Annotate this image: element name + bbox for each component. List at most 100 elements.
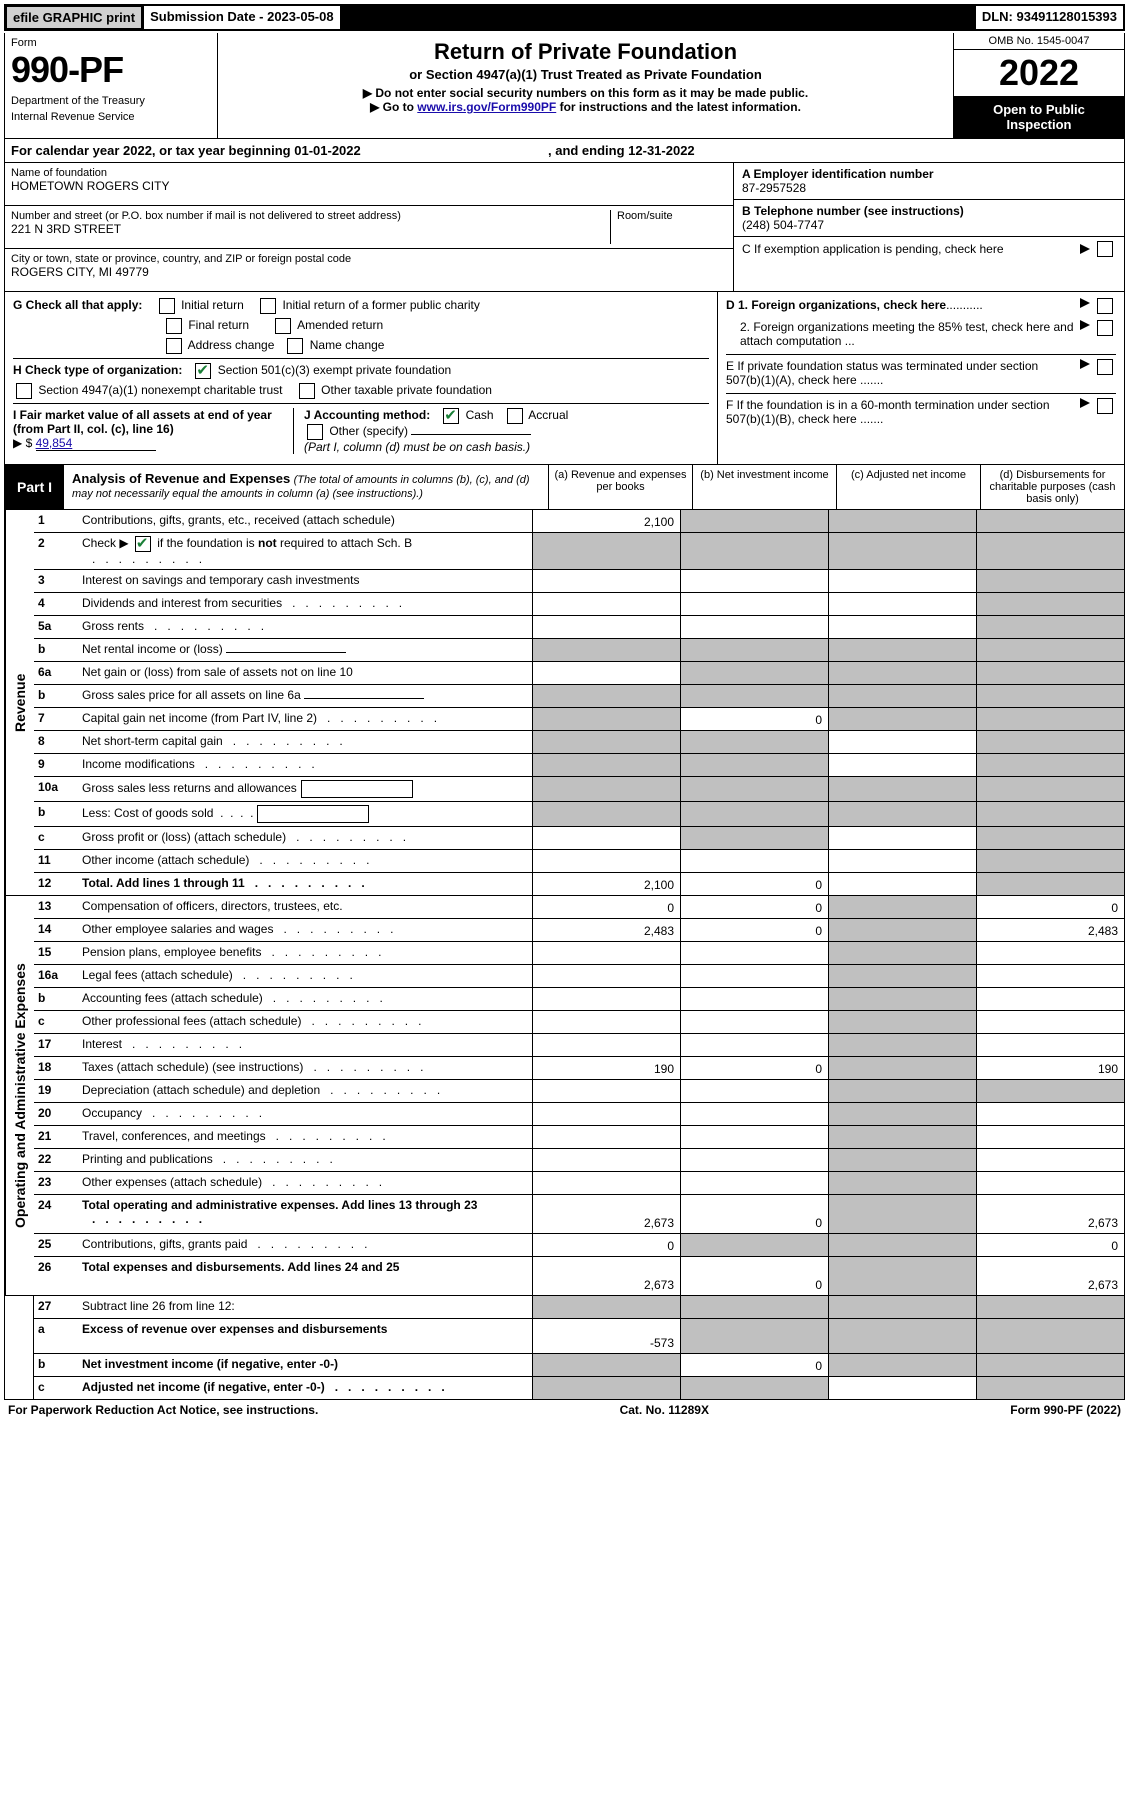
r10a-box bbox=[301, 780, 413, 798]
room-label: Room/suite bbox=[617, 210, 727, 222]
e-checkbox[interactable] bbox=[1097, 359, 1113, 375]
phone-label: B Telephone number (see instructions) bbox=[742, 204, 1116, 218]
d1-checkbox[interactable] bbox=[1097, 298, 1113, 314]
r9-b bbox=[680, 754, 828, 776]
r15-label: Pension plans, employee benefits bbox=[78, 942, 532, 964]
g-amended-checkbox[interactable] bbox=[275, 318, 291, 334]
r20-b bbox=[680, 1103, 828, 1125]
r22-c bbox=[828, 1149, 976, 1171]
revenue-table: Revenue 1 Contributions, gifts, grants, … bbox=[4, 510, 1125, 896]
info-right: A Employer identification number 87-2957… bbox=[733, 163, 1124, 291]
g-initial-checkbox[interactable] bbox=[159, 298, 175, 314]
r1-num: 1 bbox=[34, 510, 78, 532]
d1-row: D 1. Foreign organizations, check here..… bbox=[726, 298, 1116, 314]
r18-d: 190 bbox=[976, 1057, 1124, 1079]
g-name-checkbox[interactable] bbox=[287, 338, 303, 354]
r21-b bbox=[680, 1126, 828, 1148]
r2-post: if the foundation is bbox=[157, 536, 258, 550]
street-address: 221 N 3RD STREET bbox=[11, 222, 610, 236]
g-row3: Address change Name change bbox=[13, 338, 709, 354]
row-2: 2 Check ▶ if the foundation is not requi… bbox=[34, 533, 1124, 570]
footer-right: Form 990-PF (2022) bbox=[1010, 1403, 1121, 1417]
r9-d bbox=[976, 754, 1124, 776]
r7-d bbox=[976, 708, 1124, 730]
arrow-icon bbox=[1080, 244, 1090, 254]
h-501c3-checkbox[interactable] bbox=[195, 363, 211, 379]
revenue-side-label: Revenue bbox=[5, 510, 34, 895]
r16a-b bbox=[680, 965, 828, 987]
f-row: F If the foundation is in a 60-month ter… bbox=[726, 393, 1116, 426]
j-note: (Part I, column (d) must be on cash basi… bbox=[304, 440, 530, 454]
h-other-checkbox[interactable] bbox=[299, 383, 315, 399]
d2-checkbox[interactable] bbox=[1097, 320, 1113, 336]
r6b-label: Gross sales price for all assets on line… bbox=[78, 685, 532, 707]
r27a-label: Excess of revenue over expenses and disb… bbox=[78, 1319, 532, 1353]
j-accrual-checkbox[interactable] bbox=[507, 408, 523, 424]
r14-label: Other employee salaries and wages bbox=[78, 919, 532, 941]
city-row: City or town, state or province, country… bbox=[5, 249, 733, 291]
r18-num: 18 bbox=[34, 1057, 78, 1079]
expenses-body: 13 Compensation of officers, directors, … bbox=[34, 896, 1124, 1295]
r7-c bbox=[828, 708, 976, 730]
part1-header: Part I Analysis of Revenue and Expenses … bbox=[4, 465, 1125, 510]
r16c-c bbox=[828, 1011, 976, 1033]
f-checkbox[interactable] bbox=[1097, 398, 1113, 414]
r15-c bbox=[828, 942, 976, 964]
r26-label: Total expenses and disbursements. Add li… bbox=[78, 1257, 532, 1295]
j-other-line bbox=[411, 434, 531, 435]
r10a-d bbox=[976, 777, 1124, 801]
r15-num: 15 bbox=[34, 942, 78, 964]
r5a-d bbox=[976, 616, 1124, 638]
name-label: Name of foundation bbox=[11, 167, 727, 179]
r12-c bbox=[828, 873, 976, 895]
row-12: 12 Total. Add lines 1 through 11 2,100 0 bbox=[34, 873, 1124, 895]
r27-b bbox=[680, 1296, 828, 1318]
r6a-num: 6a bbox=[34, 662, 78, 684]
r5b-line bbox=[226, 652, 346, 653]
row-16b: b Accounting fees (attach schedule) bbox=[34, 988, 1124, 1011]
r10b-num: b bbox=[34, 802, 78, 826]
r21-label: Travel, conferences, and meetings bbox=[78, 1126, 532, 1148]
r23-b bbox=[680, 1172, 828, 1194]
row-21: 21 Travel, conferences, and meetings bbox=[34, 1126, 1124, 1149]
g-final-checkbox[interactable] bbox=[166, 318, 182, 334]
j-other-checkbox[interactable] bbox=[307, 424, 323, 440]
g-address-checkbox[interactable] bbox=[166, 338, 182, 354]
blank-side bbox=[5, 1296, 34, 1399]
r12-a: 2,100 bbox=[532, 873, 680, 895]
r27c-label: Adjusted net income (if negative, enter … bbox=[78, 1377, 532, 1399]
r7-b: 0 bbox=[680, 708, 828, 730]
col-d-header: (d) Disbursements for charitable purpose… bbox=[980, 465, 1124, 509]
row-27c: c Adjusted net income (if negative, ente… bbox=[34, 1377, 1124, 1399]
row-11: 11 Other income (attach schedule) bbox=[34, 850, 1124, 873]
g-former-checkbox[interactable] bbox=[260, 298, 276, 314]
r2-checkbox[interactable] bbox=[135, 536, 151, 552]
arrow-icon bbox=[1080, 298, 1090, 308]
r16a-a bbox=[532, 965, 680, 987]
r27a-b bbox=[680, 1319, 828, 1353]
r22-a bbox=[532, 1149, 680, 1171]
j-cash-checkbox[interactable] bbox=[443, 408, 459, 424]
r2-a bbox=[532, 533, 680, 569]
r18-a: 190 bbox=[532, 1057, 680, 1079]
r20-label: Occupancy bbox=[78, 1103, 532, 1125]
irs-link[interactable]: www.irs.gov/Form990PF bbox=[417, 100, 556, 114]
cal-mid: , and ending bbox=[548, 143, 628, 158]
g-row2: Final return Amended return bbox=[13, 318, 709, 334]
r26-b: 0 bbox=[680, 1257, 828, 1295]
g-address-label: Address change bbox=[188, 338, 275, 352]
r26-num: 26 bbox=[34, 1257, 78, 1295]
r21-num: 21 bbox=[34, 1126, 78, 1148]
c-checkbox[interactable] bbox=[1097, 241, 1113, 257]
h-4947-checkbox[interactable] bbox=[16, 383, 32, 399]
i-value[interactable]: 49,854 bbox=[36, 436, 156, 451]
efile-print-button[interactable]: efile GRAPHIC print bbox=[6, 6, 142, 29]
r19-label: Depreciation (attach schedule) and deple… bbox=[78, 1080, 532, 1102]
r23-num: 23 bbox=[34, 1172, 78, 1194]
r13-b: 0 bbox=[680, 896, 828, 918]
inst2-post: for instructions and the latest informat… bbox=[556, 100, 801, 114]
r17-c bbox=[828, 1034, 976, 1056]
r13-a: 0 bbox=[532, 896, 680, 918]
expenses-side-label: Operating and Administrative Expenses bbox=[5, 896, 34, 1295]
r7-a bbox=[532, 708, 680, 730]
